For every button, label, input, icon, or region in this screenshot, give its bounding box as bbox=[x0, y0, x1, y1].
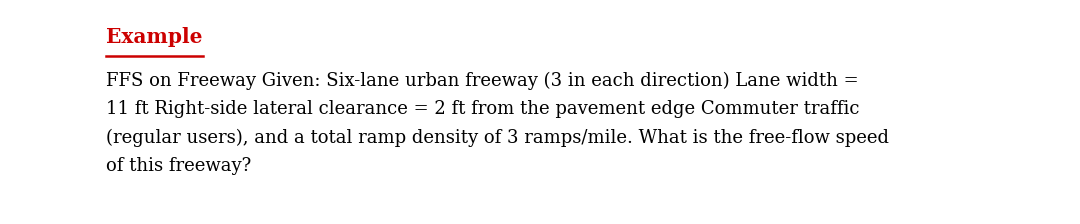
Text: FFS on Freeway Given: Six-lane urban freeway (3 in each direction) Lane width =
: FFS on Freeway Given: Six-lane urban fre… bbox=[106, 72, 889, 174]
Text: Example: Example bbox=[106, 27, 202, 47]
